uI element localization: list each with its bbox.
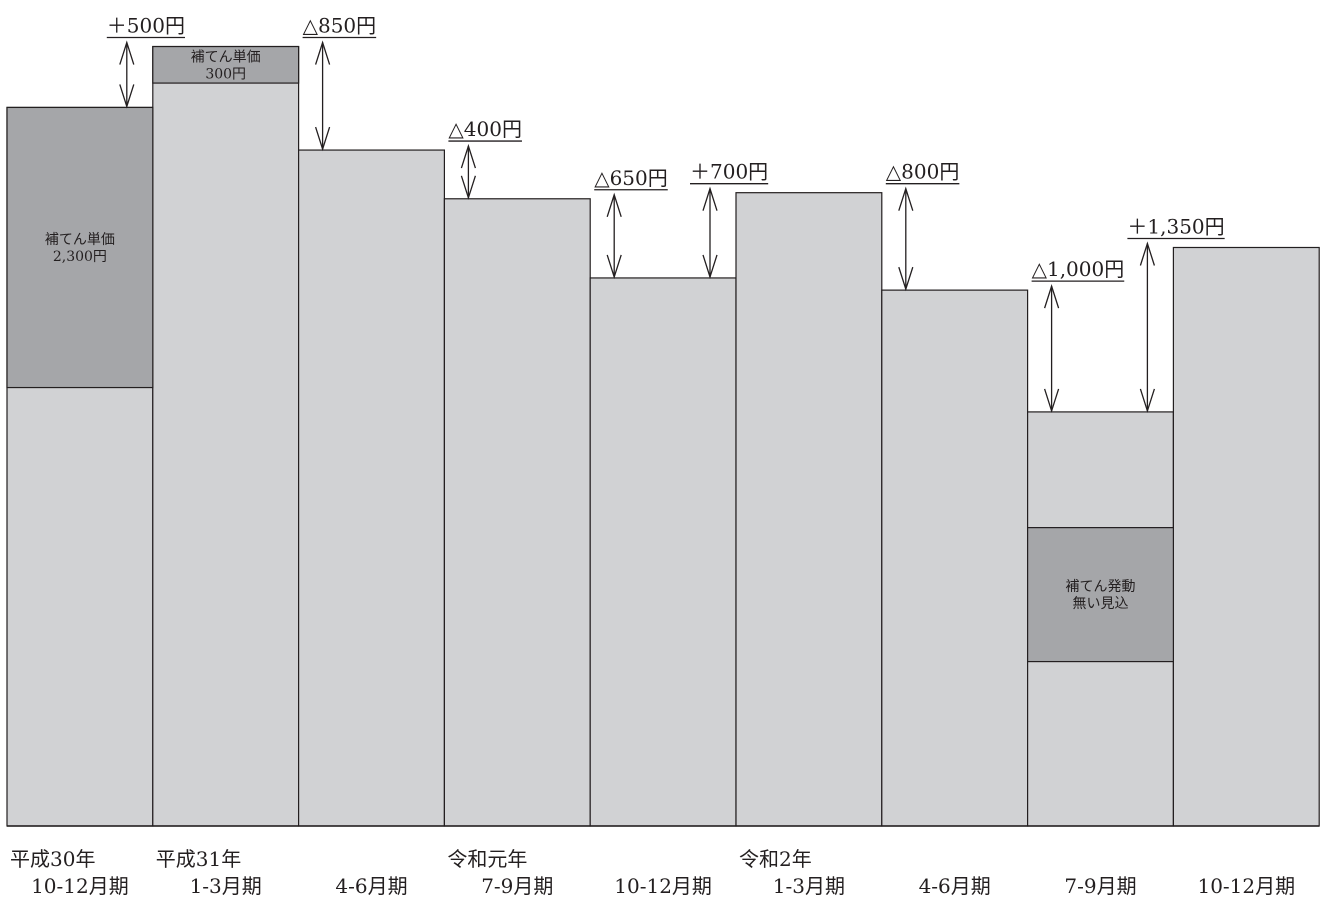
bar-4 xyxy=(589,277,737,827)
x-tick-year-5: 令和2年 xyxy=(739,847,812,871)
x-tick-period-5: 1-3月期 xyxy=(773,874,845,898)
subsidy-box-1 xyxy=(152,45,300,84)
change-label-0: ＋500円 xyxy=(107,14,185,38)
x-tick-period-1: 1-3月期 xyxy=(190,874,262,898)
change-arrow-head-bottom-1 xyxy=(314,126,331,152)
change-label-5: △800円 xyxy=(886,160,960,184)
change-label-1: △850円 xyxy=(303,14,377,38)
x-tick-period-2: 4-6月期 xyxy=(335,874,407,898)
x-tick-year-0: 平成30年 xyxy=(10,847,95,871)
bar-5 xyxy=(735,192,883,827)
bars-group xyxy=(6,45,1320,827)
bar-8 xyxy=(1172,246,1320,827)
change-labels-group: ＋500円 △850円 △400円 △650円 ＋700円 △800円 △1,000円＋1,… xyxy=(106,14,1225,282)
bar-1 xyxy=(152,45,300,827)
change-arrow-head-top-7 xyxy=(1139,241,1156,266)
x-tick-period-4: 10-12月期 xyxy=(614,874,712,898)
subsidy-box-0 xyxy=(6,106,154,389)
subsidy-box-label-0-0: 補てん単価 xyxy=(45,232,115,248)
change-label-7: ＋1,350円 xyxy=(1127,214,1224,238)
change-arrows-group xyxy=(119,40,1156,414)
change-arrow-head-top-3 xyxy=(606,192,622,217)
subsidy-box-label-0-1: 2,300円 xyxy=(53,249,107,265)
bar-2 xyxy=(298,149,446,827)
change-label-6: △1,000円 xyxy=(1032,257,1125,281)
bar-6 xyxy=(881,289,1029,827)
x-tick-period-6: 4-6月期 xyxy=(919,874,991,898)
change-arrow-head-bottom-0 xyxy=(119,84,135,109)
change-arrow-head-bottom-5 xyxy=(898,266,914,292)
change-arrow-head-top-5 xyxy=(898,186,914,211)
x-tick-period-8: 10-12月期 xyxy=(1197,874,1295,898)
change-arrow-head-top-0 xyxy=(119,40,135,65)
x-tick-year-1: 平成31年 xyxy=(156,847,241,871)
change-arrow-head-top-2 xyxy=(460,143,477,169)
change-arrow-head-bottom-4 xyxy=(702,254,718,280)
subsidy-box-label-2-1: 無い見込 xyxy=(1073,596,1129,612)
change-arrow-head-top-6 xyxy=(1043,283,1060,309)
change-label-4: ＋700円 xyxy=(690,160,768,184)
x-tick-period-3: 7-9月期 xyxy=(481,874,553,898)
x-tick-year-3: 令和元年 xyxy=(447,847,527,871)
change-arrow-head-bottom-6 xyxy=(1043,388,1060,414)
bar-3 xyxy=(443,198,591,827)
change-arrow-head-bottom-3 xyxy=(606,254,622,280)
subsidy-box-label-1-0: 補てん単価 xyxy=(191,49,261,65)
subsidy-box-label-2-0: 補てん発動 xyxy=(1066,579,1136,595)
x-tick-labels-group: 平成30年 10-12月期 平成31年 1-3月期 4-6月期 令和元年 7-9月期 10-1… xyxy=(10,847,1295,898)
subsidy-box-label-1-1: 300円 xyxy=(205,66,246,82)
change-label-2: △400円 xyxy=(448,117,522,141)
change-label-3: △650円 xyxy=(594,166,668,190)
change-arrow-head-top-1 xyxy=(314,40,331,65)
change-arrow-head-bottom-7 xyxy=(1139,388,1156,414)
x-tick-period-0: 10-12月期 xyxy=(31,874,129,898)
x-tick-period-7: 7-9月期 xyxy=(1064,874,1136,898)
change-arrow-head-top-4 xyxy=(702,186,718,211)
change-arrow-head-bottom-2 xyxy=(460,175,477,200)
subsidy-box-2 xyxy=(1026,527,1174,663)
